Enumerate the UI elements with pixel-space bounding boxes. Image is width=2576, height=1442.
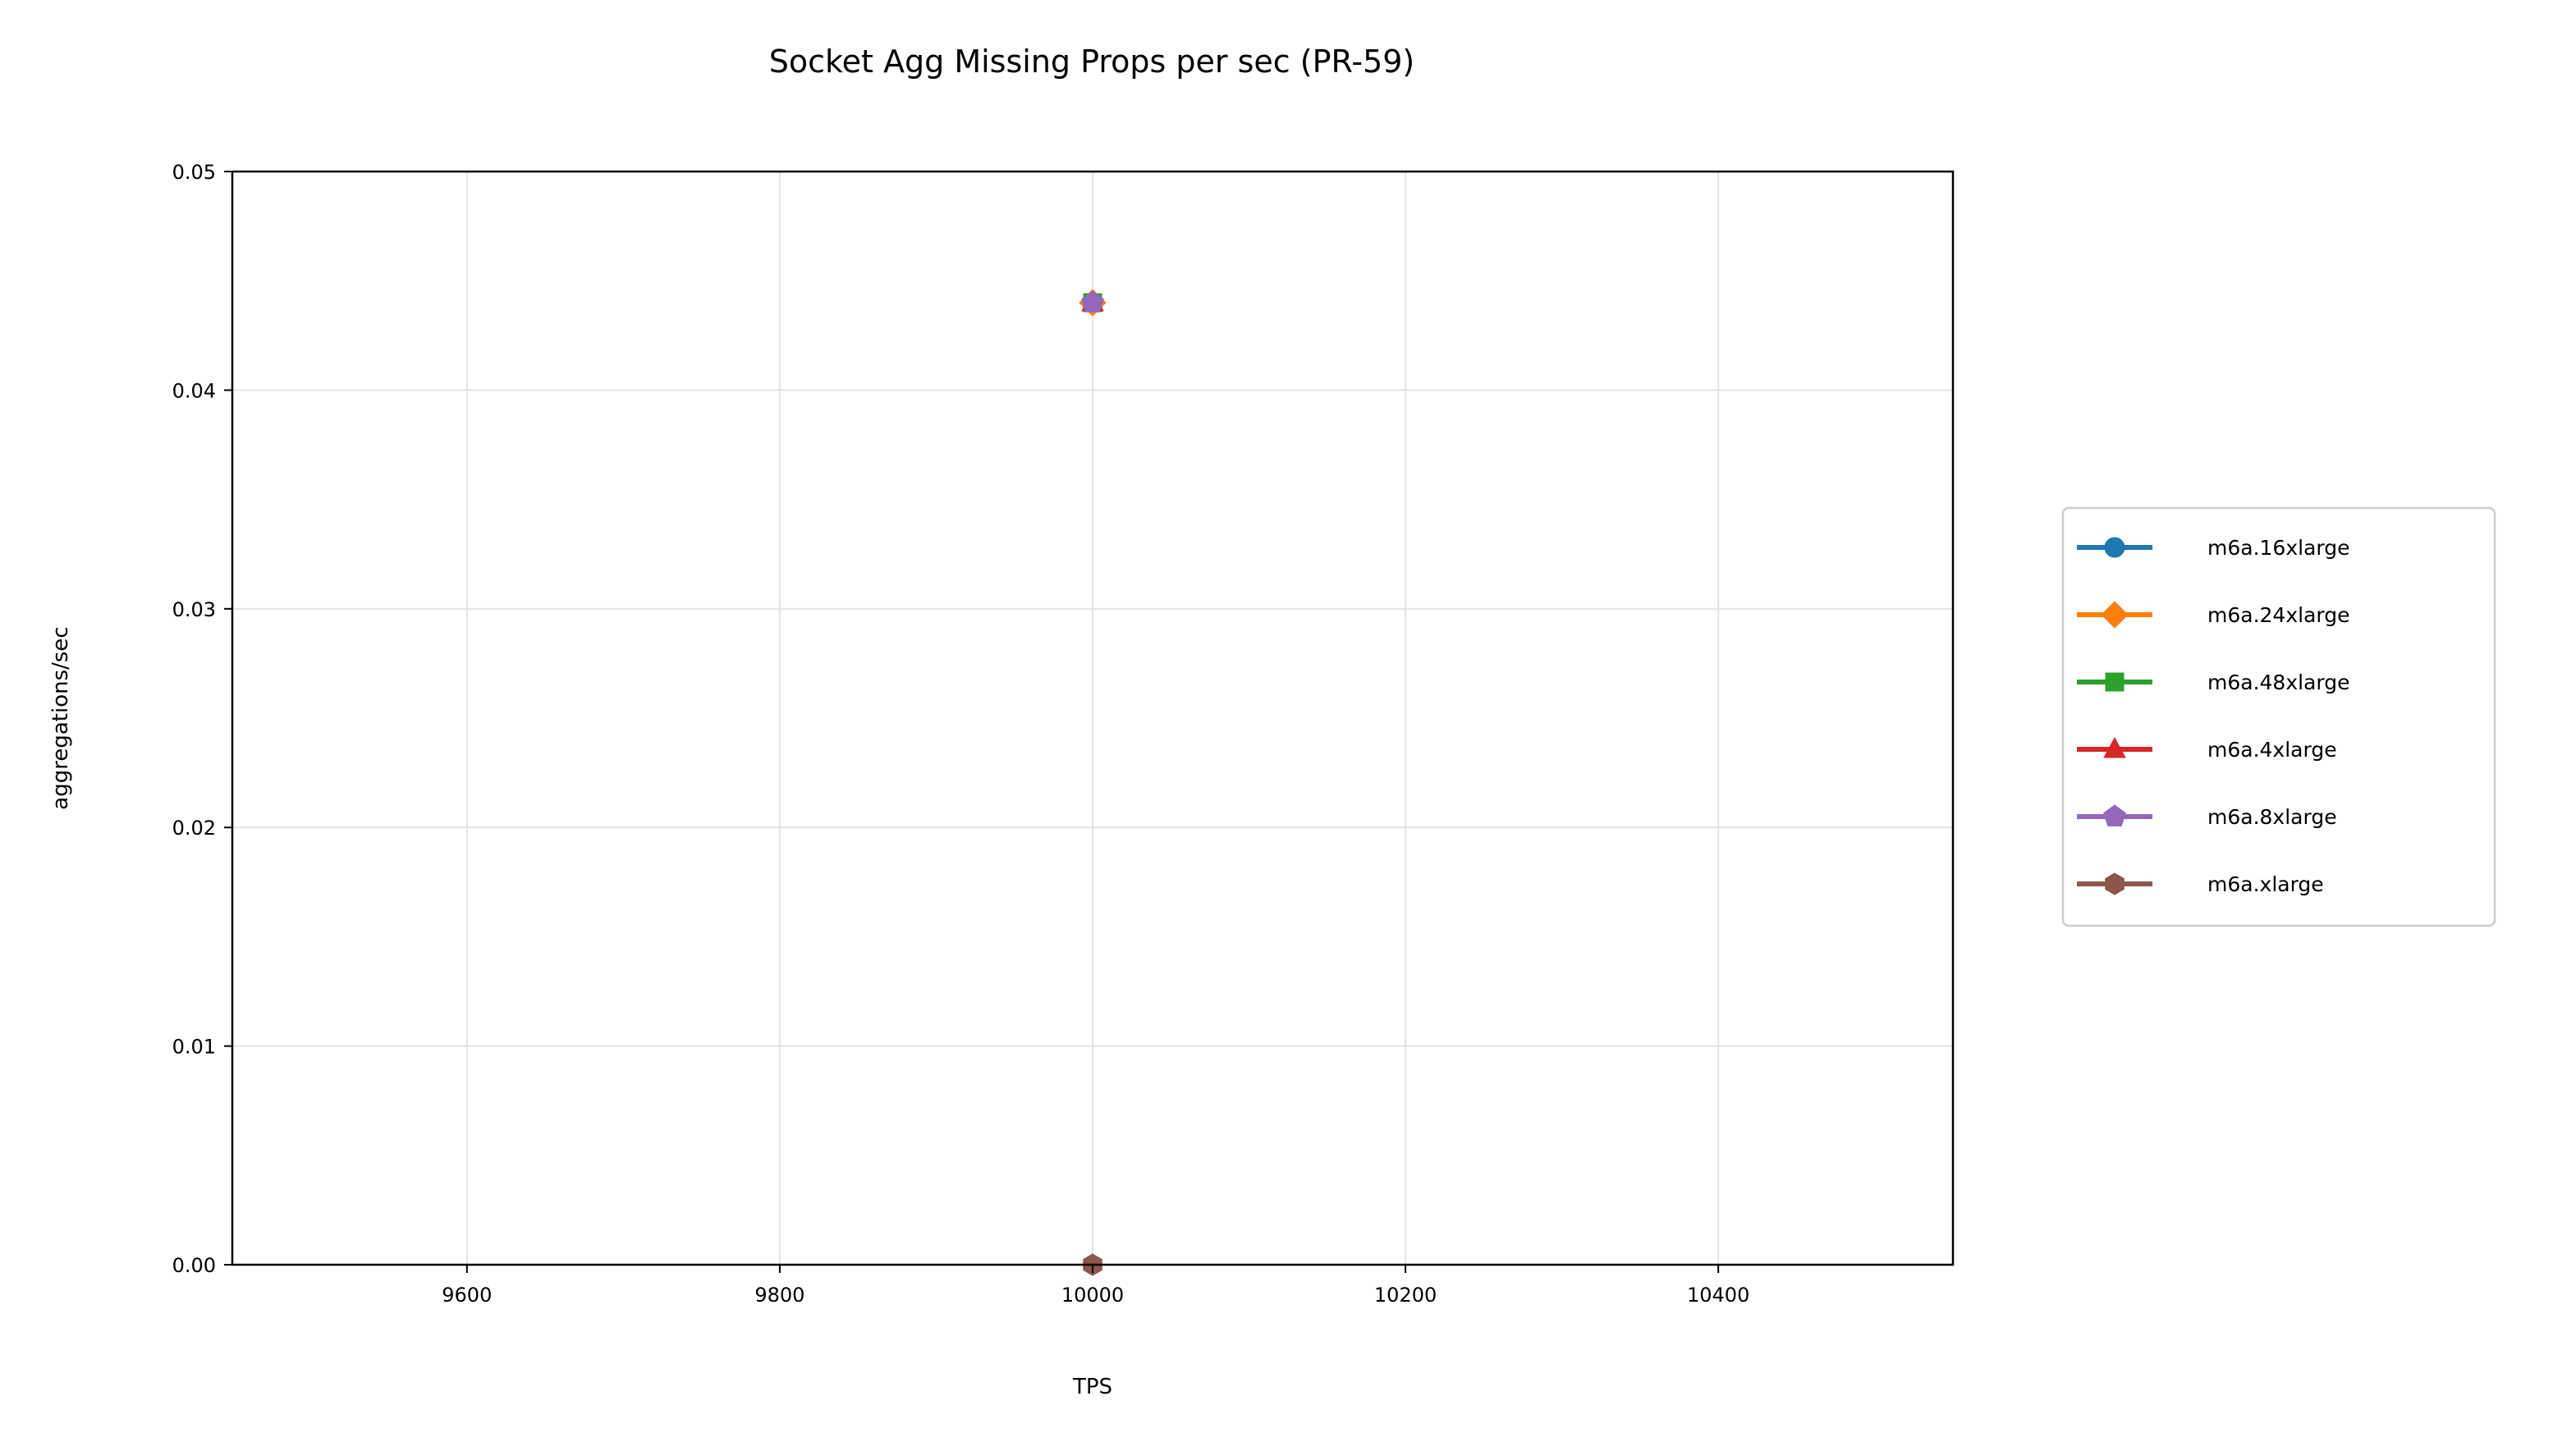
- x-tick-label: 9600: [442, 1284, 492, 1307]
- x-tick-label: 10400: [1687, 1284, 1749, 1307]
- legend-label: m6a.24xlarge: [2207, 603, 2350, 627]
- data-point: [1081, 291, 1104, 313]
- y-tick-label: 0.02: [172, 817, 216, 840]
- x-tick-label: 9800: [754, 1284, 804, 1307]
- legend-label: m6a.xlarge: [2207, 872, 2324, 896]
- axis-ticks: 9600 9800 10000 10200 10400 0.00 0.01 0.02 0.03 0…: [172, 161, 1750, 1307]
- y-tick-label: 0.03: [172, 598, 216, 621]
- legend-marker: [2104, 537, 2125, 558]
- legend-marker: [2105, 672, 2125, 692]
- legend-marker: [2103, 736, 2126, 758]
- legend-item: m6a.8xlarge: [2077, 804, 2337, 829]
- x-axis-label: TPS: [1072, 1375, 1112, 1399]
- x-tick-label: 10200: [1374, 1284, 1437, 1307]
- legend-label: m6a.48xlarge: [2207, 671, 2350, 694]
- legend-label: m6a.4xlarge: [2207, 738, 2337, 762]
- legend-box: [2061, 506, 2496, 927]
- y-axis-label: aggregations/sec: [48, 626, 73, 809]
- y-tick-label: 0.04: [172, 379, 216, 402]
- y-tick-label: 0.05: [172, 161, 216, 184]
- series-m6a.8xlarge: [1081, 291, 1104, 313]
- y-tick-label: 0.00: [172, 1254, 216, 1277]
- legend-item: m6a.4xlarge: [2077, 736, 2337, 762]
- legend-marker: [2105, 872, 2125, 895]
- legend-item: m6a.xlarge: [2077, 872, 2324, 896]
- y-tick-label: 0.01: [172, 1036, 216, 1059]
- data-series: [1079, 289, 1107, 1276]
- legend-item: m6a.16xlarge: [2077, 536, 2350, 560]
- legend-marker: [2103, 804, 2126, 826]
- legend-item: m6a.24xlarge: [2077, 601, 2350, 629]
- legend-label: m6a.8xlarge: [2207, 805, 2337, 829]
- legend-item: m6a.48xlarge: [2077, 671, 2350, 694]
- legend: m6a.16xlarge m6a.24xlarge m6a.48xlarge m6a.…: [2061, 506, 2496, 927]
- legend-label: m6a.16xlarge: [2207, 536, 2350, 560]
- legend-marker: [2101, 601, 2129, 629]
- chart-title: Socket Agg Missing Props per sec (PR-59): [769, 43, 1415, 80]
- x-tick-label: 10000: [1061, 1284, 1124, 1307]
